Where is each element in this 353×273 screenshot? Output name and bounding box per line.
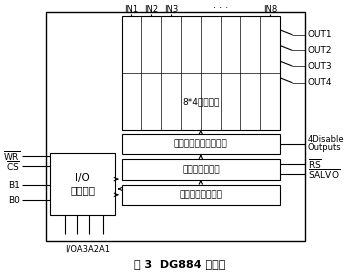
Bar xyxy=(46,12,305,241)
Text: 译码逻辑、开关驱动器: 译码逻辑、开关驱动器 xyxy=(174,140,228,149)
Bar xyxy=(121,133,280,154)
Bar xyxy=(121,185,280,205)
Text: $\overline{\mathrm{SALVO}}$: $\overline{\mathrm{SALVO}}$ xyxy=(308,167,340,181)
Text: $\overline{\mathrm{CS}}$: $\overline{\mathrm{CS}}$ xyxy=(6,159,20,173)
Text: 图 3  DG884 逻辑图: 图 3 DG884 逻辑图 xyxy=(134,259,225,269)
Text: OUT1: OUT1 xyxy=(308,30,332,39)
Text: 4Disable: 4Disable xyxy=(308,135,344,144)
Text: 下一个事件锁定器: 下一个事件锁定器 xyxy=(179,190,222,199)
Text: B1: B1 xyxy=(8,181,20,190)
Text: B0: B0 xyxy=(8,196,20,205)
Bar xyxy=(121,16,280,130)
Text: Outputs: Outputs xyxy=(308,143,341,152)
Text: IN2: IN2 xyxy=(144,5,158,14)
Text: · · ·: · · · xyxy=(213,3,228,13)
Text: OUT4: OUT4 xyxy=(308,78,332,87)
Text: I/O: I/O xyxy=(75,173,90,183)
Text: IN8: IN8 xyxy=(263,5,277,14)
Text: $\overline{\mathrm{RS}}$: $\overline{\mathrm{RS}}$ xyxy=(308,158,322,171)
Text: $\overline{\mathrm{WR}}$: $\overline{\mathrm{WR}}$ xyxy=(3,149,20,163)
Text: 当前事件锁定器: 当前事件锁定器 xyxy=(182,165,220,174)
Bar xyxy=(121,159,280,180)
Text: I/OA3A2A1: I/OA3A2A1 xyxy=(65,244,110,253)
Text: OUT3: OUT3 xyxy=(308,62,332,71)
Bar xyxy=(50,153,115,215)
Text: 8*4开关矩阵: 8*4开关矩阵 xyxy=(182,97,220,106)
Text: IN1: IN1 xyxy=(124,5,138,14)
Text: 控制逻辑: 控制逻辑 xyxy=(70,185,95,195)
Text: IN3: IN3 xyxy=(164,5,178,14)
Text: OUT2: OUT2 xyxy=(308,46,332,55)
